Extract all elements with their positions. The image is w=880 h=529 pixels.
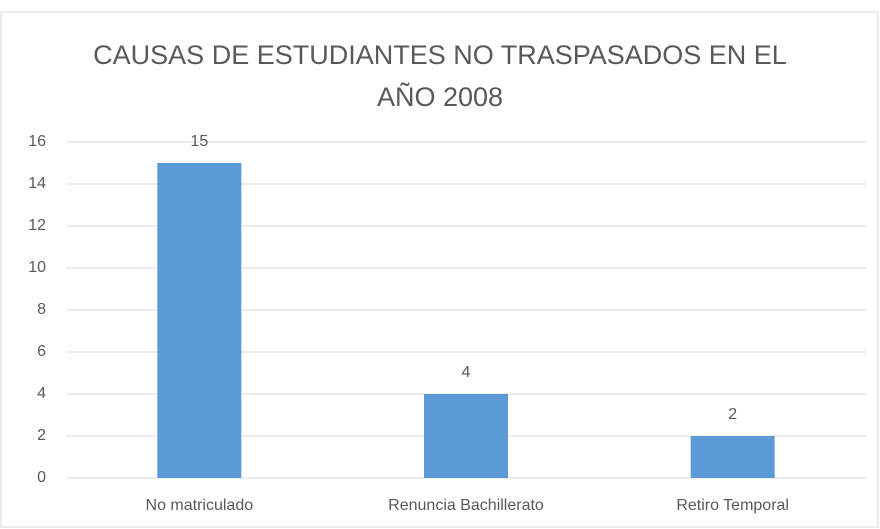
y-tick-label: 2	[37, 427, 46, 444]
data-label: 4	[462, 364, 471, 381]
data-label: 2	[728, 406, 737, 423]
chart-border	[0, 11, 879, 528]
x-tick-label: Renuncia Bachillerato	[388, 497, 544, 514]
bar	[690, 436, 775, 478]
chart-title: CAUSAS DE ESTUDIANTES NO TRASPASADOS EN …	[93, 40, 787, 112]
y-tick-label: 0	[37, 469, 46, 486]
bar	[424, 394, 508, 478]
y-tick-label: 16	[28, 133, 46, 150]
x-tick-label: Retiro Temporal	[676, 497, 789, 514]
y-tick-label: 12	[28, 217, 46, 234]
x-tick-label: No matriculado	[146, 497, 254, 514]
data-label: 15	[190, 133, 208, 150]
y-tick-label: 4	[37, 385, 46, 402]
y-tick-label: 14	[28, 175, 46, 192]
bar	[157, 163, 242, 478]
y-tick-label: 6	[37, 343, 46, 360]
y-tick-label: 8	[37, 301, 46, 318]
y-tick-label: 10	[28, 259, 46, 276]
